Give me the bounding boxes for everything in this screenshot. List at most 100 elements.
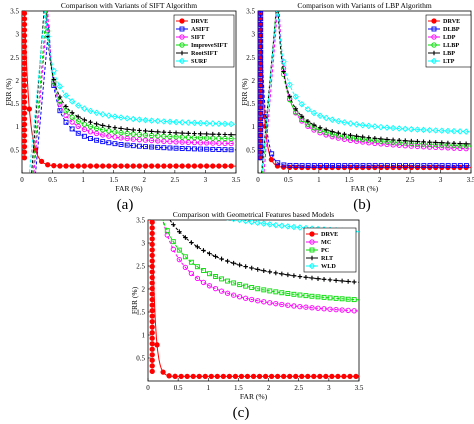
data-point-ltp <box>365 122 372 130</box>
y-tick-label: 1 <box>16 123 20 131</box>
data-point-surf <box>44 33 51 40</box>
legend-marker <box>309 255 315 261</box>
data-point-rlt <box>285 272 291 278</box>
data-point-surf <box>117 114 125 121</box>
data-point-mc <box>170 246 176 252</box>
data-point-drve <box>179 163 185 169</box>
data-point-drve <box>226 373 233 380</box>
legend-marker <box>431 26 437 32</box>
data-point-drve <box>149 296 155 303</box>
data-point-ltp <box>298 100 306 108</box>
data-point-drve <box>149 225 155 231</box>
data-point-lbp <box>421 139 426 145</box>
data-point-dlbp <box>258 27 264 33</box>
data-point-drve <box>149 302 155 308</box>
data-point-mc <box>351 308 357 314</box>
data-point-asift <box>198 146 203 152</box>
data-point-drve <box>149 330 155 336</box>
data-point-sift <box>197 140 204 146</box>
data-point-mc <box>303 304 309 310</box>
data-point-pc <box>176 247 182 253</box>
data-point-lbp <box>348 132 353 138</box>
chart-title: Comparison with Variants of LBP Algorith… <box>297 1 432 10</box>
data-point-rootsift <box>204 131 209 137</box>
x-tick-label: 1 <box>207 384 211 392</box>
data-point-sift <box>87 129 94 135</box>
series-line-pc <box>162 220 359 301</box>
data-point-drve <box>268 157 275 163</box>
data-point-rootsift <box>143 128 148 134</box>
data-point-drve <box>149 241 155 248</box>
legend-label: MC <box>321 239 331 246</box>
data-point-asift <box>185 146 191 152</box>
data-point-drve <box>22 127 28 133</box>
y-tick-label: 0.5 <box>246 146 255 154</box>
data-point-dlbp <box>269 151 275 157</box>
data-point-pc <box>273 289 279 295</box>
data-point-drve <box>124 163 130 169</box>
data-point-wld <box>290 223 298 231</box>
data-point-rootsift <box>106 124 112 129</box>
data-point-dlbp <box>439 163 445 169</box>
data-point-mc <box>243 295 249 301</box>
data-point-dlbp <box>258 71 264 77</box>
data-point-sift <box>185 139 191 145</box>
data-point-rlt <box>231 260 236 266</box>
data-point-sift <box>81 126 88 133</box>
data-point-dlbp <box>258 49 264 55</box>
chart-panel-2: Comparison with Variants of LBP Algorith… <box>240 1 474 213</box>
data-point-drve <box>22 138 28 144</box>
data-point-drve <box>100 163 106 169</box>
data-point-dlbp <box>445 163 451 169</box>
data-point-pc <box>267 288 273 294</box>
data-point-rlt <box>195 244 200 250</box>
data-point-drve <box>136 163 143 169</box>
data-point-pc <box>297 292 303 298</box>
data-point-dlbp <box>258 116 264 122</box>
data-point-drve <box>149 368 155 374</box>
data-point-lbp <box>439 140 445 146</box>
data-point-asift <box>222 147 228 153</box>
data-point-surf <box>93 109 100 117</box>
series-line-asift <box>35 24 236 173</box>
data-point-ltp <box>438 127 446 134</box>
data-point-mc <box>218 288 225 294</box>
data-point-dlbp <box>384 163 390 169</box>
data-point-pc <box>164 228 170 234</box>
data-point-pc <box>194 264 200 270</box>
data-point-drve <box>149 352 155 358</box>
chart-panel-3: Comparison with Geometrical Features bas… <box>130 210 364 421</box>
data-point-surf <box>203 120 210 127</box>
data-point-drve <box>149 285 155 292</box>
data-point-sift <box>46 11 49 12</box>
data-point-drve <box>22 149 28 155</box>
data-point-dlbp <box>342 163 348 169</box>
data-point-dlbp <box>258 133 264 138</box>
data-point-dlbp <box>258 110 264 116</box>
data-point-mc <box>267 300 273 306</box>
data-point-ltp <box>322 114 330 122</box>
data-point-mc <box>261 299 267 305</box>
data-point-mc <box>315 305 321 311</box>
data-point-lbp <box>409 138 414 144</box>
data-point-wld <box>248 220 255 226</box>
legend-label: DRVE <box>443 18 460 25</box>
series-line-rootsift <box>31 11 236 173</box>
data-point-ldp <box>341 136 348 142</box>
data-point-rlt <box>201 248 206 253</box>
data-point-drve <box>22 116 28 122</box>
y-tick-label: 0.5 <box>136 355 145 363</box>
data-point-surf <box>172 118 180 126</box>
data-point-rlt <box>303 274 309 280</box>
legend-label: SIFT <box>191 34 206 41</box>
legend-label: ImproveSIFT <box>191 42 228 49</box>
data-point-rlt <box>207 251 212 256</box>
data-point-mc <box>206 283 213 289</box>
data-point-rlt <box>189 240 194 245</box>
chart-title: Comparison with Geometrical Features bas… <box>173 210 335 219</box>
data-point-drve <box>22 88 28 94</box>
data-point-drve <box>347 373 353 380</box>
data-point-drve <box>228 163 234 169</box>
plot-frame <box>147 219 360 382</box>
data-point-lbp <box>305 119 311 124</box>
